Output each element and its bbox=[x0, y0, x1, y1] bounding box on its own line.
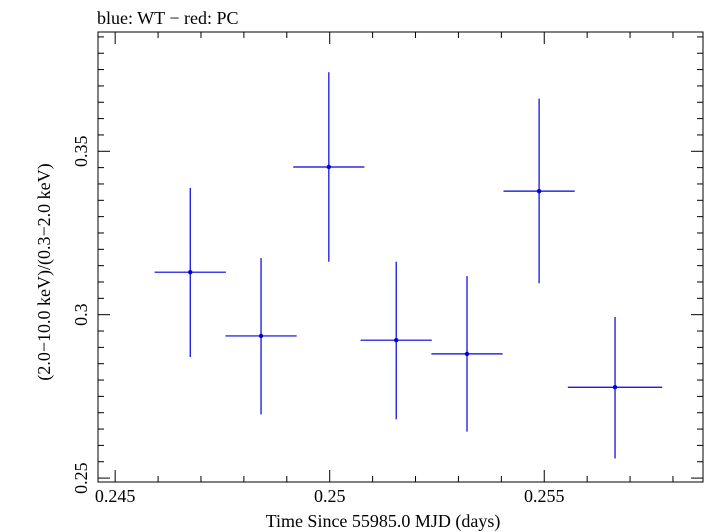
data-point bbox=[431, 276, 503, 432]
data-marker bbox=[464, 351, 470, 357]
data-point bbox=[293, 72, 365, 262]
x-tick-label: 0.245 bbox=[95, 486, 136, 506]
data-point bbox=[567, 316, 663, 459]
chart-title: blue: WT − red: PC bbox=[97, 8, 238, 28]
data-point bbox=[360, 261, 432, 420]
data-marker bbox=[536, 188, 542, 194]
y-tick-label: 0.3 bbox=[71, 303, 91, 326]
data-marker bbox=[258, 333, 264, 339]
data-point bbox=[225, 258, 297, 415]
x-axis-label: Time Since 55985.0 MJD (days) bbox=[266, 511, 501, 532]
y-tick-label: 0.35 bbox=[71, 136, 91, 168]
data-point bbox=[503, 98, 575, 284]
data-point bbox=[154, 187, 226, 358]
y-axis-label: (2.0−10.0 keV)/(0.3−2.0 keV) bbox=[34, 163, 55, 380]
x-tick-label: 0.25 bbox=[314, 486, 346, 506]
y-tick-label: 0.25 bbox=[71, 462, 91, 494]
data-marker bbox=[326, 164, 332, 170]
x-tick-label: 0.255 bbox=[524, 486, 565, 506]
data-marker bbox=[612, 385, 618, 390]
plot-frame bbox=[97, 31, 704, 483]
data-marker bbox=[188, 269, 193, 275]
data-marker bbox=[394, 337, 399, 343]
